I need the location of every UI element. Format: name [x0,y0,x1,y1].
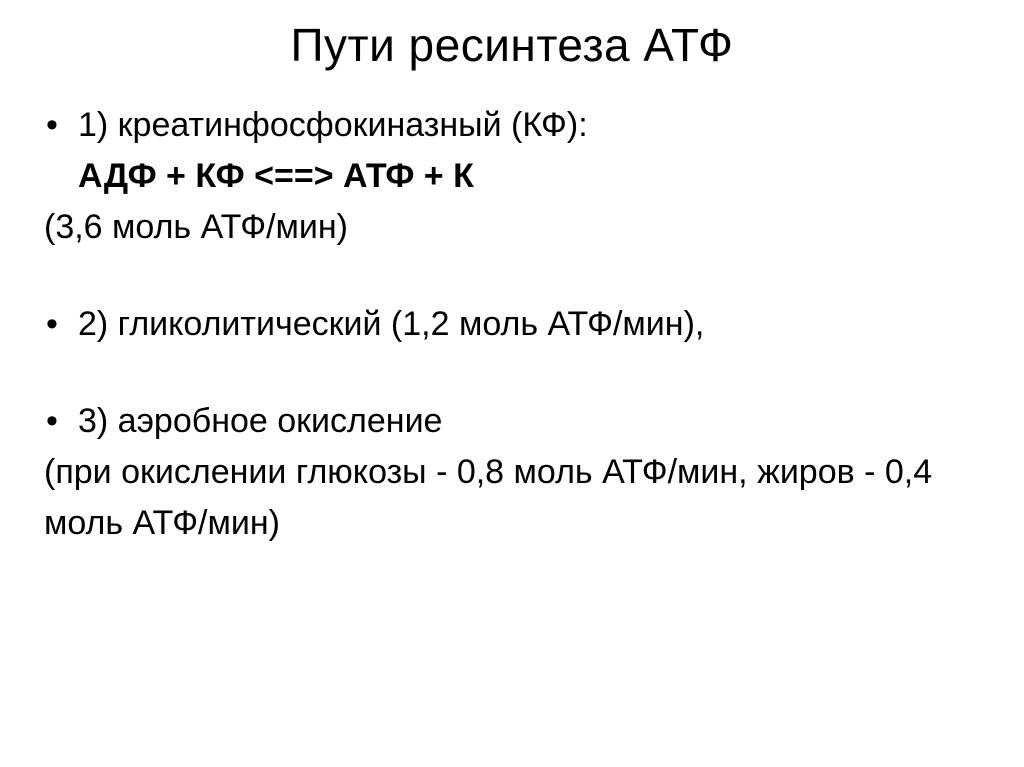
slide-title: Пути ресинтеза АТФ [34,18,990,72]
spacer [34,350,990,396]
slide: Пути ресинтеза АТФ • 1) креатинфосфокина… [0,0,1024,767]
pathway-1-label: 1) креатинфосфокиназный (КФ): [78,100,990,151]
pathway-3-label: 3) аэробное окисление [78,396,990,447]
bullet-dot-icon: • [34,299,78,350]
pathway-1-formula: АДФ + КФ <==> АТФ + К [34,151,990,202]
pathway-3-detail: (при окислении глюкозы - 0,8 моль АТФ/ми… [34,447,990,549]
bullet-item-2: • 2) гликолитический (1,2 моль АТФ/мин), [34,299,990,350]
spacer [34,253,990,299]
pathway-2-label: 2) гликолитический (1,2 моль АТФ/мин), [78,299,990,350]
slide-body: • 1) креатинфосфокиназный (КФ): АДФ + КФ… [34,100,990,549]
bullet-item-3: • 3) аэробное окисление [34,396,990,447]
bullet-dot-icon: • [34,396,78,447]
bullet-dot-icon: • [34,100,78,151]
bullet-item-1: • 1) креатинфосфокиназный (КФ): [34,100,990,151]
pathway-1-rate: (3,6 моль АТФ/мин) [34,202,990,253]
